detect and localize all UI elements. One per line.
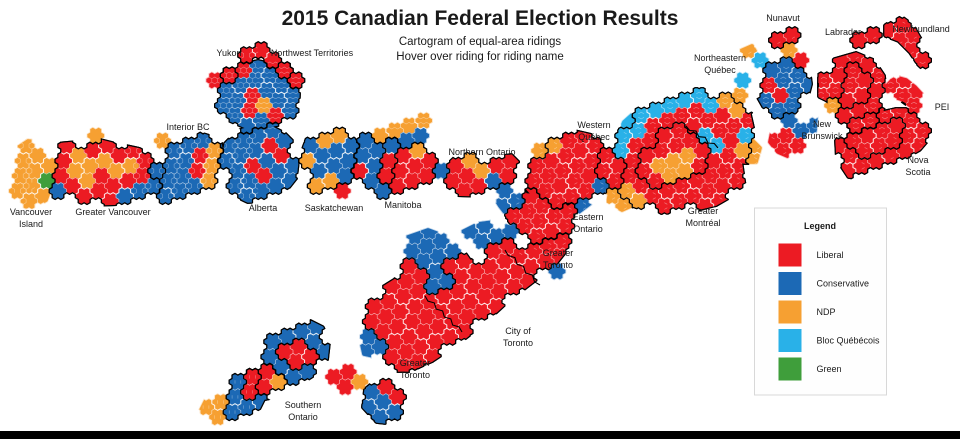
svg-text:Québec: Québec xyxy=(704,65,736,75)
svg-text:Northern Ontario: Northern Ontario xyxy=(448,147,515,157)
svg-text:Legend: Legend xyxy=(804,221,836,231)
svg-text:Scotia: Scotia xyxy=(905,167,930,177)
svg-text:Greater: Greater xyxy=(688,206,719,216)
svg-text:Toronto: Toronto xyxy=(400,370,430,380)
svg-text:Saskatchewan: Saskatchewan xyxy=(305,203,364,213)
svg-text:Southern: Southern xyxy=(285,400,322,410)
svg-text:Hover over riding for riding n: Hover over riding for riding name xyxy=(396,51,563,63)
svg-text:Montréal: Montréal xyxy=(685,218,720,228)
svg-text:Western: Western xyxy=(577,120,610,130)
svg-text:New: New xyxy=(813,119,832,129)
svg-text:Interior BC: Interior BC xyxy=(166,122,210,132)
svg-text:Alberta: Alberta xyxy=(249,203,278,213)
svg-text:Manitoba: Manitoba xyxy=(384,200,421,210)
svg-text:Eastern: Eastern xyxy=(572,212,603,222)
svg-text:Greater Vancouver: Greater Vancouver xyxy=(75,207,150,217)
svg-text:Labrador: Labrador xyxy=(825,27,861,37)
svg-text:Green: Green xyxy=(817,364,842,374)
svg-text:Conservative: Conservative xyxy=(817,279,870,289)
svg-text:Toronto: Toronto xyxy=(543,260,573,270)
svg-text:Northwest Territories: Northwest Territories xyxy=(271,48,354,58)
svg-text:City of: City of xyxy=(505,326,531,336)
svg-text:Yukon: Yukon xyxy=(216,48,241,58)
svg-text:Bloc Québécois: Bloc Québécois xyxy=(817,336,881,346)
svg-text:Liberal: Liberal xyxy=(817,250,844,260)
svg-text:2015 Canadian Federal Election: 2015 Canadian Federal Election Results xyxy=(282,7,679,30)
svg-text:Greater: Greater xyxy=(400,358,431,368)
svg-text:Toronto: Toronto xyxy=(503,338,533,348)
svg-text:Northeastern: Northeastern xyxy=(694,53,746,63)
svg-text:Ontario: Ontario xyxy=(573,224,603,234)
svg-text:PEI: PEI xyxy=(935,102,950,112)
svg-text:Québec: Québec xyxy=(578,132,610,142)
svg-text:Greater: Greater xyxy=(543,248,574,258)
svg-text:Vancouver: Vancouver xyxy=(10,207,52,217)
svg-text:Island: Island xyxy=(19,219,43,229)
svg-text:Nova: Nova xyxy=(907,155,928,165)
svg-text:NDP: NDP xyxy=(817,307,836,317)
svg-text:Cartogram of equal-area riding: Cartogram of equal-area ridings xyxy=(399,36,562,48)
svg-text:Nunavut: Nunavut xyxy=(766,13,800,23)
svg-text:Newfoundland: Newfoundland xyxy=(892,24,950,34)
svg-text:Brunswick: Brunswick xyxy=(801,131,843,141)
svg-text:Ontario: Ontario xyxy=(288,412,318,422)
